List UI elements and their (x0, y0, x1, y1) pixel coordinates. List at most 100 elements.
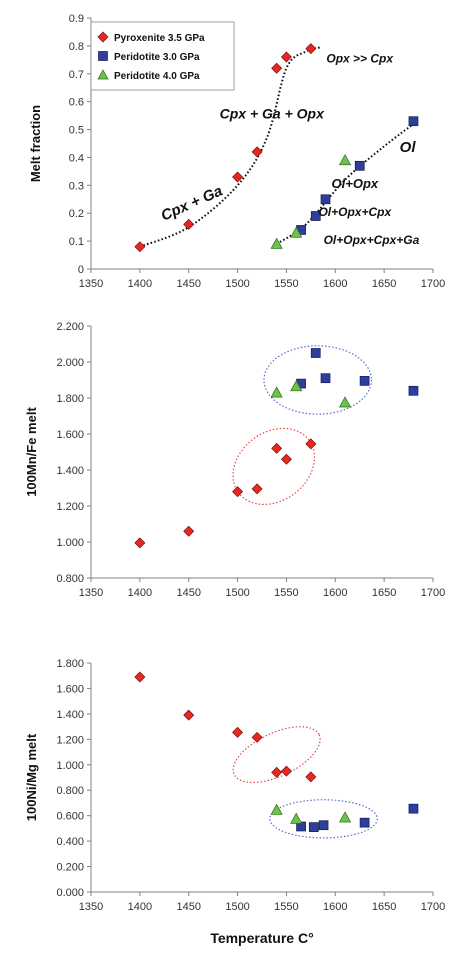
pyroxenite-point (232, 486, 244, 498)
phase-annotation: Cpx + Ga (158, 182, 225, 224)
peridotite3-point (320, 373, 331, 384)
y-tick-label: 1.000 (56, 537, 84, 549)
y-tick-label: 0.3 (69, 180, 84, 192)
y-tick-label: 0.5 (69, 125, 84, 137)
peridotite4-point (290, 812, 303, 824)
peridotite4-point (290, 380, 303, 392)
y-tick-label: 0.200 (56, 862, 84, 874)
y-tick-label: 0.400 (56, 836, 84, 848)
peridotite3-point (320, 194, 331, 205)
group-ellipse (269, 799, 378, 839)
peridotite3-point (408, 803, 419, 814)
y-tick-label: 0 (78, 264, 84, 276)
x-tick-label: 1400 (128, 587, 152, 599)
peridotite4-point (338, 396, 352, 408)
peridotite3-point (354, 160, 365, 171)
y-tick-label: 0.800 (56, 573, 84, 585)
y-tick-label: 1.800 (56, 393, 84, 405)
y-axis-label: Melt fraction (28, 105, 43, 182)
x-tick-label: 1600 (323, 901, 347, 913)
x-tick-label: 1350 (79, 901, 103, 913)
peridotite3-point (408, 385, 419, 396)
peridotite4-point (270, 386, 283, 398)
phase-annotation: Opx >> Cpx (326, 52, 394, 66)
x-tick-label: 1550 (274, 587, 298, 599)
melt-fraction-panel: 0 0.1 0.2 0.3 0.4 0.5 0.6 0.7 0.8 0.9 1350 1400 1450… (28, 13, 445, 290)
phase-annotation: Ol+Opx+Cpx (318, 205, 392, 219)
pyroxenite-point (305, 771, 317, 783)
legend-label-peridotite-4: Peridotite 4.0 GPa (114, 71, 200, 82)
peridotite4-point (270, 237, 283, 249)
x-axis-label: Temperature C° (210, 930, 313, 946)
x-tick-label: 1500 (225, 278, 249, 290)
group-ellipse (232, 726, 321, 784)
mn-fe-panel: 0.800 1.000 1.200 1.400 1.600 1.800 2.000 2.200… (24, 321, 445, 599)
group-ellipse (263, 345, 373, 415)
y-tick-label: 1.600 (56, 683, 84, 695)
pyroxenite-point (183, 218, 195, 230)
x-tick-label: 1400 (128, 278, 152, 290)
peridotite3-point (408, 116, 419, 127)
pyroxenite-point (183, 525, 195, 537)
pyroxenite-point (271, 442, 283, 454)
peridotite3-point (359, 817, 370, 828)
peridotite3-point (310, 348, 321, 358)
pyroxenite-point (280, 453, 292, 465)
y-tick-label: 1.200 (56, 734, 84, 746)
legend-label-pyroxenite: Pyroxenite 3.5 GPa (114, 33, 205, 44)
x-tick-label: 1650 (372, 278, 396, 290)
pyroxenite-point (251, 483, 263, 495)
y-tick-label: 1.600 (56, 429, 84, 441)
x-tick-label: 1500 (225, 587, 249, 599)
x-tick-label: 1350 (79, 587, 103, 599)
pyroxenite-point (271, 62, 283, 74)
y-tick-label: 0.7 (69, 69, 84, 81)
pyroxenite-point (134, 671, 146, 683)
x-tick-label: 1450 (176, 587, 200, 599)
x-tick-label: 1350 (79, 278, 103, 290)
y-tick-label: 0.6 (69, 97, 84, 109)
y-tick-label: 0.2 (69, 208, 84, 220)
legend-triangle-marker (97, 69, 109, 80)
pyroxenite-point (232, 726, 244, 738)
x-tick-label: 1550 (274, 901, 298, 913)
x-tick-label: 1500 (225, 901, 249, 913)
y-tick-label: 1.000 (56, 760, 84, 772)
y-tick-label: 1.400 (56, 709, 84, 721)
ni-mg-panel: 0.000 0.200 0.400 0.600 0.800 1.000 1.200 1.400… (24, 658, 445, 946)
y-tick-label: 0.4 (69, 152, 84, 164)
pyroxenite-point (271, 766, 283, 778)
pyroxenite-point (134, 241, 146, 253)
pyroxenite-point (280, 51, 292, 63)
peridotite3-point (359, 376, 370, 386)
y-tick-label: 1.400 (56, 465, 84, 477)
y-tick-label: 1.200 (56, 501, 84, 513)
group-ellipse (232, 427, 316, 506)
x-tick-label: 1700 (421, 278, 445, 290)
y-tick-label: 0.600 (56, 811, 84, 823)
phase-annotation: Ol (400, 139, 417, 156)
x-tick-label: 1450 (176, 901, 200, 913)
x-tick-label: 1650 (372, 587, 396, 599)
x-tick-label: 1550 (274, 278, 298, 290)
legend-box (90, 21, 235, 91)
legend: Pyroxenite 3.5 GPa Peridotite 3.0 GPa Pe… (90, 21, 235, 91)
y-tick-label: 0.9 (69, 13, 84, 25)
x-tick-label: 1650 (372, 901, 396, 913)
pyroxenite-point (251, 731, 263, 743)
y-axis-label: 100Ni/Mg melt (24, 733, 39, 821)
x-tick-label: 1450 (176, 278, 200, 290)
pyroxenite-point (280, 765, 292, 777)
x-tick-label: 1700 (421, 901, 445, 913)
phase-annotation: Ol+Opx (332, 176, 379, 191)
x-tick-label: 1600 (323, 587, 347, 599)
y-tick-label: 0.8 (69, 41, 84, 53)
peridotite4-point (338, 811, 352, 823)
peridotite4-point (270, 803, 283, 815)
peridotite3-point (308, 822, 319, 832)
x-tick-label: 1700 (421, 587, 445, 599)
peridotite3-point (318, 820, 329, 831)
y-tick-label: 0.1 (69, 236, 84, 248)
x-tick-label: 1600 (323, 278, 347, 290)
